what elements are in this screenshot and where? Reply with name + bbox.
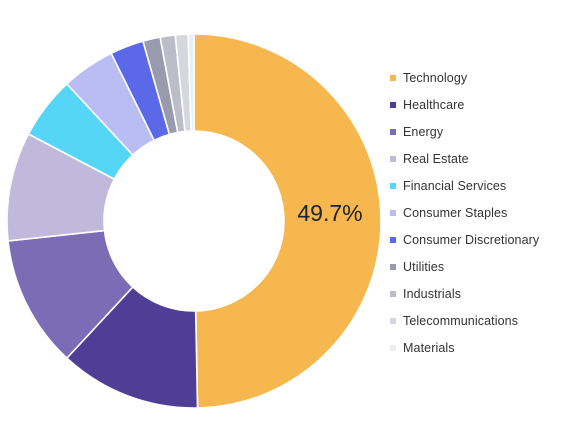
legend-swatch-financial-services <box>390 182 396 189</box>
legend-label-telecommunications: Telecommunications <box>403 313 519 328</box>
legend-item-technology: Technology <box>390 64 566 91</box>
legend-swatch-utilities <box>390 263 396 270</box>
legend-item-healthcare: Healthcare <box>390 91 566 118</box>
center-percentage-label: 49.7% <box>297 200 362 226</box>
legend-item-telecommunications: Telecommunications <box>390 307 566 334</box>
legend-item-utilities: Utilities <box>390 253 566 280</box>
legend-label-materials: Materials <box>403 340 455 355</box>
legend-label-consumer-discretionary: Consumer Discretionary <box>403 232 540 247</box>
legend-swatch-energy <box>390 128 396 135</box>
legend-swatch-healthcare <box>390 101 396 108</box>
legend-item-energy: Energy <box>390 118 566 145</box>
legend-item-financial-services: Financial Services <box>390 172 566 199</box>
legend-label-consumer-staples: Consumer Staples <box>403 205 508 220</box>
legend-label-energy: Energy <box>403 124 444 139</box>
legend-label-utilities: Utilities <box>403 259 445 274</box>
legend-swatch-industrials <box>390 290 396 297</box>
legend-item-consumer-staples: Consumer Staples <box>390 199 566 226</box>
slice-technology <box>193 33 382 409</box>
legend-item-consumer-discretionary: Consumer Discretionary <box>390 226 566 253</box>
legend-swatch-materials <box>390 344 396 351</box>
legend-item-real-estate: Real Estate <box>390 145 566 172</box>
slice-materials <box>187 33 195 132</box>
legend-swatch-technology <box>390 74 396 81</box>
legend-label-financial-services: Financial Services <box>403 178 507 193</box>
legend-label-technology: Technology <box>403 70 468 85</box>
legend-item-materials: Materials <box>390 334 566 361</box>
legend-swatch-real-estate <box>390 155 396 162</box>
legend-item-industrials: Industrials <box>390 280 566 307</box>
legend-swatch-telecommunications <box>390 317 396 324</box>
legend-swatch-consumer-staples <box>390 209 396 216</box>
legend-swatch-consumer-discretionary <box>390 236 396 243</box>
donut-slices <box>6 33 382 409</box>
legend-label-real-estate: Real Estate <box>403 151 469 166</box>
chart-legend: Technology Healthcare Energy Real Estate Fin… <box>390 64 566 361</box>
legend-label-industrials: Industrials <box>403 286 462 301</box>
legend-label-healthcare: Healthcare <box>403 97 465 112</box>
